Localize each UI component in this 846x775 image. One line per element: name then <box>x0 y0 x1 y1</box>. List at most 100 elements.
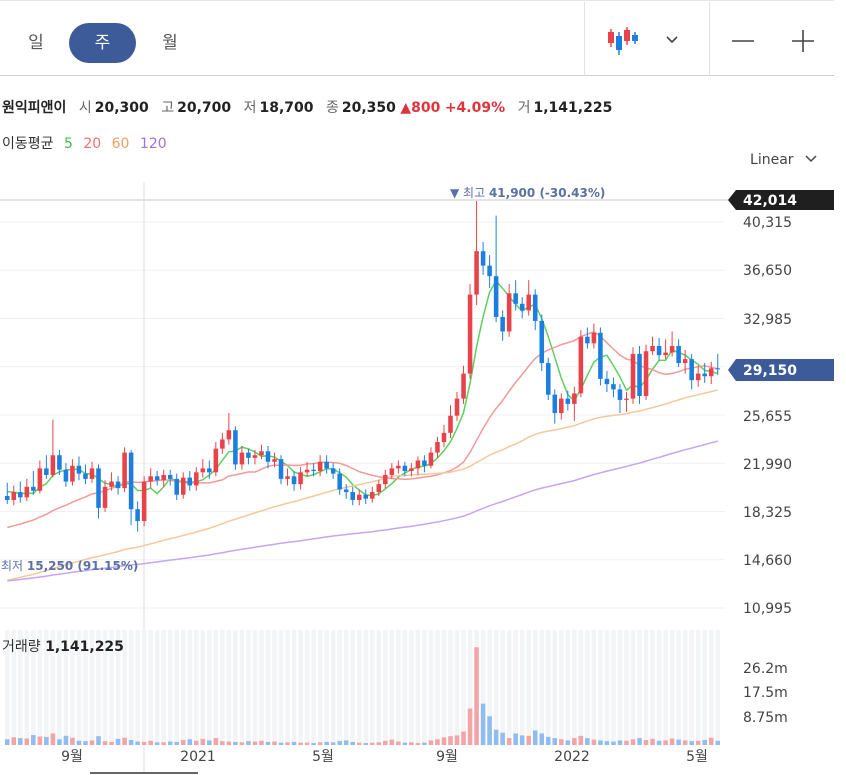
candle-body <box>343 489 349 493</box>
moving-average-lines <box>7 279 718 582</box>
volume-bar <box>396 741 401 745</box>
volume-column-bg <box>604 630 610 745</box>
volume-bar <box>611 741 616 745</box>
volume-column-bg <box>57 630 62 745</box>
volume-column-bg <box>519 630 525 745</box>
volume-column-bg <box>207 630 212 745</box>
volume-bar <box>148 740 153 745</box>
current-price-label: 29,150 <box>743 363 797 379</box>
candle-body <box>506 293 512 332</box>
volume-column-bg <box>350 630 356 745</box>
volume-column-bg <box>233 630 238 745</box>
volume-bar <box>63 735 69 745</box>
volume-value: 1,141,225 <box>533 100 613 116</box>
candle-body <box>676 345 681 364</box>
candle-body <box>519 303 525 311</box>
candle-body <box>559 398 564 414</box>
tab-month[interactable]: 월 <box>162 33 178 53</box>
volume-bar <box>487 716 492 745</box>
candle-body <box>695 373 701 381</box>
volume-column-bg <box>272 630 277 745</box>
minus-icon[interactable] <box>731 31 755 51</box>
volume-bar <box>350 741 356 745</box>
candle-body <box>259 451 264 456</box>
volume-column-bg <box>630 630 636 745</box>
candle-body <box>233 430 238 465</box>
volume-column-bg <box>526 630 531 745</box>
ma-120-label[interactable]: 120 <box>139 136 167 152</box>
volume-column-bg <box>285 630 290 745</box>
candle-body <box>115 481 121 489</box>
volume-column-bg <box>435 630 440 745</box>
volume-column-bg <box>343 630 349 745</box>
tab-day[interactable]: 일 <box>28 33 44 53</box>
volume-bar <box>643 740 649 745</box>
plus-icon[interactable] <box>791 30 815 52</box>
volume-column-bg <box>70 630 75 745</box>
volume-tick-label: 17.5m <box>743 685 788 701</box>
x-tick-label: 2022 <box>554 749 590 765</box>
volume-column-bg <box>115 630 121 745</box>
volume-bar <box>702 740 707 745</box>
candle-body <box>715 368 721 370</box>
volume-bar <box>448 736 453 745</box>
volume-column-bg <box>200 630 206 745</box>
volume-bar <box>637 738 642 745</box>
ma-label: 이동평균 <box>2 136 54 152</box>
volume-bar <box>617 740 623 745</box>
change-value: 800 <box>411 100 441 116</box>
volume-column-bg <box>154 630 160 745</box>
candle-body <box>207 468 212 473</box>
candlestick-icon[interactable] <box>606 26 640 56</box>
candle-body <box>63 469 69 482</box>
volume-bar <box>187 739 193 745</box>
volume-column-bg <box>259 630 264 745</box>
volume-column-bg <box>44 630 49 745</box>
chevron-down-icon <box>805 155 817 163</box>
volume-bar <box>278 742 284 745</box>
candle-body <box>330 468 336 474</box>
volume-bar <box>24 738 30 745</box>
chevron-down-icon[interactable] <box>664 32 680 46</box>
volume-bar <box>467 708 473 745</box>
volume-column-bg <box>148 630 153 745</box>
volume-column-bg <box>487 630 492 745</box>
volume-column-bg <box>702 630 707 745</box>
y-tick-label: 10,995 <box>743 601 792 617</box>
ma-5-label[interactable]: 5 <box>63 136 73 152</box>
volume-column-bg <box>695 630 701 745</box>
volume-column-bg <box>474 630 479 745</box>
volume-tick-label: 26.2m <box>743 661 788 677</box>
candle-body <box>513 293 518 304</box>
candle-body <box>4 496 10 500</box>
scale-selector[interactable]: Linear <box>750 152 818 168</box>
volume-bar <box>272 741 277 745</box>
volume-bar <box>174 741 180 745</box>
candle-body <box>611 384 616 390</box>
candle-body <box>448 415 453 433</box>
volume-bar <box>102 741 108 745</box>
volume-column-bg <box>389 630 395 745</box>
volume-bar <box>109 741 114 745</box>
candle-body <box>37 468 43 491</box>
candle-body <box>487 265 492 277</box>
candle-body <box>376 484 382 493</box>
ma-20-label[interactable]: 20 <box>83 136 102 152</box>
candle-body <box>708 368 714 377</box>
candle-body <box>389 468 395 475</box>
volume-column-bg <box>174 630 180 745</box>
volume-column-bg <box>422 630 427 745</box>
ma-60-label[interactable]: 60 <box>111 136 130 152</box>
ma-120-line <box>7 440 718 582</box>
volume-column-bg <box>467 630 473 745</box>
volume-column-bg <box>278 630 284 745</box>
open-label: 시 <box>78 100 92 116</box>
tab-week[interactable]: 주 <box>69 23 136 63</box>
volume-bar <box>676 739 681 745</box>
volume-bar <box>506 738 512 745</box>
volume-column-bg <box>31 630 36 745</box>
volume-column-bg <box>246 630 251 745</box>
volume-bar <box>135 741 140 745</box>
candle-body <box>363 494 369 499</box>
candle-body <box>422 460 427 466</box>
